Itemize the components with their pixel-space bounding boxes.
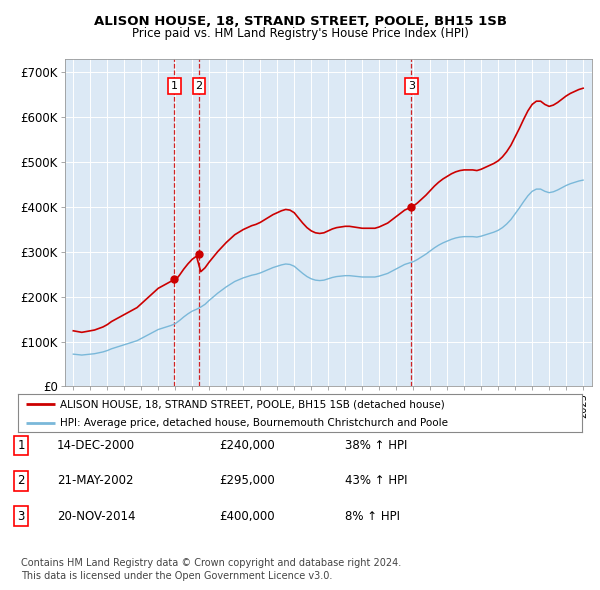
Text: 3: 3	[17, 510, 25, 523]
Text: Price paid vs. HM Land Registry's House Price Index (HPI): Price paid vs. HM Land Registry's House …	[131, 27, 469, 40]
Text: 3: 3	[408, 81, 415, 91]
Text: 21-MAY-2002: 21-MAY-2002	[57, 474, 133, 487]
Text: 38% ↑ HPI: 38% ↑ HPI	[345, 439, 407, 452]
Text: 20-NOV-2014: 20-NOV-2014	[57, 510, 136, 523]
Text: £295,000: £295,000	[219, 474, 275, 487]
Text: 43% ↑ HPI: 43% ↑ HPI	[345, 474, 407, 487]
Text: 1: 1	[17, 439, 25, 452]
Text: ALISON HOUSE, 18, STRAND STREET, POOLE, BH15 1SB (detached house): ALISON HOUSE, 18, STRAND STREET, POOLE, …	[60, 399, 445, 409]
Text: £240,000: £240,000	[219, 439, 275, 452]
Text: 1: 1	[171, 81, 178, 91]
Text: 14-DEC-2000: 14-DEC-2000	[57, 439, 135, 452]
Text: 2: 2	[195, 81, 202, 91]
Text: Contains HM Land Registry data © Crown copyright and database right 2024.
This d: Contains HM Land Registry data © Crown c…	[21, 558, 401, 581]
Text: 8% ↑ HPI: 8% ↑ HPI	[345, 510, 400, 523]
Text: 2: 2	[17, 474, 25, 487]
Text: HPI: Average price, detached house, Bournemouth Christchurch and Poole: HPI: Average price, detached house, Bour…	[60, 418, 448, 428]
Text: ALISON HOUSE, 18, STRAND STREET, POOLE, BH15 1SB: ALISON HOUSE, 18, STRAND STREET, POOLE, …	[94, 15, 506, 28]
Text: £400,000: £400,000	[219, 510, 275, 523]
